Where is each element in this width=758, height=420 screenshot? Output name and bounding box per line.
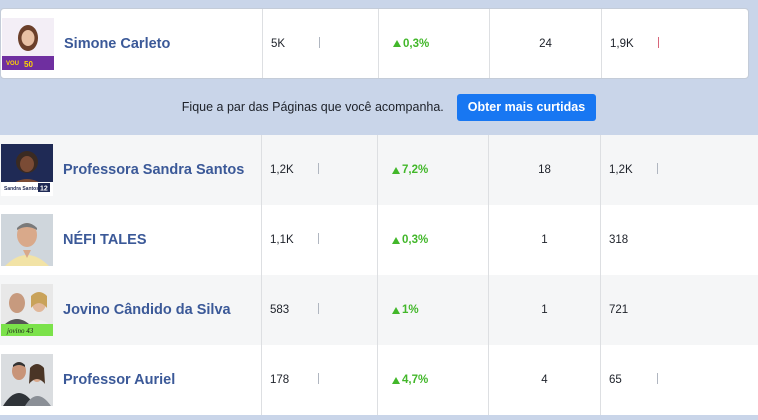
posts-value: 18 xyxy=(538,164,551,176)
engagement-value: 65 xyxy=(609,374,622,386)
growth-cell: 7,2% xyxy=(378,135,489,205)
page-name-link[interactable]: Professora Sandra Santos xyxy=(63,162,245,178)
growth-value: 0,3% xyxy=(392,234,428,246)
promo-banner: Fique a par das Páginas que você acompan… xyxy=(0,80,758,134)
total-likes-value: 178 xyxy=(270,374,290,386)
page-avatar[interactable] xyxy=(1,354,53,406)
page-name-cell: VOU 50 Simone Carleto xyxy=(1,9,263,78)
likes-sparkline xyxy=(319,36,320,48)
growth-percent: 0,3% xyxy=(403,37,430,50)
total-likes-cell: 178 xyxy=(262,345,378,415)
up-arrow-icon xyxy=(392,166,400,174)
up-arrow-icon xyxy=(393,40,401,47)
svg-text:Sandra Santos: Sandra Santos xyxy=(4,186,39,192)
svg-text:12: 12 xyxy=(40,186,48,193)
posts-cell: 1 xyxy=(489,275,601,345)
likes-sparkline xyxy=(318,303,319,314)
page-name-link[interactable]: NÉFI TALES xyxy=(63,232,147,248)
page-name-link[interactable]: Jovino Cândido da Silva xyxy=(63,302,231,318)
total-likes-value: 583 xyxy=(270,304,290,316)
engagement-sparkline xyxy=(658,36,659,48)
page-name-link[interactable]: Simone Carleto xyxy=(64,35,171,52)
page-avatar[interactable]: VOU 50 xyxy=(2,17,54,70)
engagement-cell: 1,2K xyxy=(601,135,758,205)
page-name-link[interactable]: Professor Auriel xyxy=(63,372,176,388)
up-arrow-icon xyxy=(392,306,400,314)
engagement-cell: 721 xyxy=(601,275,758,345)
svg-text:50: 50 xyxy=(24,60,33,69)
posts-cell: 4 xyxy=(489,345,601,415)
page-name-cell: jovino 43 Jovino Cândido da Silva xyxy=(0,275,262,345)
growth-value: 0,3% xyxy=(393,38,429,50)
likes-sparkline xyxy=(318,233,319,244)
total-likes-cell: 583 xyxy=(262,275,378,345)
up-arrow-icon xyxy=(392,376,400,384)
likes-sparkline xyxy=(318,163,319,174)
engagement-value: 721 xyxy=(609,304,629,316)
engagement-value: 1,9K xyxy=(610,37,634,50)
posts-value: 4 xyxy=(541,374,548,386)
page-name-cell: Professor Auriel xyxy=(0,345,262,415)
likes-sparkline xyxy=(318,373,319,384)
page-avatar[interactable]: Sandra Santos 12 xyxy=(1,144,53,196)
table-row: Professor Auriel 178 4,7% 4 65 xyxy=(0,345,758,415)
table-row: jovino 43 Jovino Cândido da Silva 583 1%… xyxy=(0,275,758,345)
engagement-cell: 1,9K xyxy=(602,9,748,78)
table-row: VOU 50 Simone Carleto 5K 0,3% 24 1,9K xyxy=(0,8,749,79)
growth-cell: 1% xyxy=(378,275,489,345)
total-likes-cell: 1,1K xyxy=(262,205,378,275)
growth-percent: 7,2% xyxy=(402,164,429,176)
growth-value: 7,2% xyxy=(392,164,428,176)
banner-text: Fique a par das Páginas que você acompan… xyxy=(181,100,444,114)
table-row: Sandra Santos 12 Professora Sandra Santo… xyxy=(0,135,758,205)
posts-value: 24 xyxy=(539,37,552,50)
total-likes-cell: 1,2K xyxy=(262,135,378,205)
posts-cell: 1 xyxy=(489,205,601,275)
growth-percent: 4,7% xyxy=(402,374,429,386)
total-likes-cell: 5K xyxy=(263,9,379,78)
page-name-cell: Sandra Santos 12 Professora Sandra Santo… xyxy=(0,135,262,205)
engagement-cell: 65 xyxy=(601,345,758,415)
total-likes-value: 5K xyxy=(271,37,286,50)
table-row: NÉFI TALES 1,1K 0,3% 1 318 xyxy=(0,205,758,275)
posts-cell: 18 xyxy=(489,135,601,205)
total-likes-value: 1,1K xyxy=(270,234,294,246)
engagement-cell: 318 xyxy=(601,205,758,275)
total-likes-value: 1,2K xyxy=(270,164,294,176)
posts-cell: 24 xyxy=(490,9,602,78)
page-name-cell: NÉFI TALES xyxy=(0,205,262,275)
get-more-likes-button[interactable]: Obter mais curtidas xyxy=(456,93,597,121)
svg-text:VOU: VOU xyxy=(6,61,19,67)
engagement-value: 1,2K xyxy=(609,164,633,176)
posts-value: 1 xyxy=(541,234,548,246)
page-avatar[interactable] xyxy=(1,214,53,266)
page-avatar[interactable]: jovino 43 xyxy=(1,284,53,336)
posts-value: 1 xyxy=(541,304,548,316)
engagement-sparkline xyxy=(657,163,658,174)
engagement-sparkline xyxy=(657,373,658,384)
growth-value: 4,7% xyxy=(392,374,428,386)
svg-text:jovino 43: jovino 43 xyxy=(6,327,34,335)
growth-cell: 0,3% xyxy=(378,205,489,275)
growth-cell: 0,3% xyxy=(379,9,490,78)
growth-percent: 1% xyxy=(402,304,419,316)
engagement-value: 318 xyxy=(609,234,629,246)
growth-percent: 0,3% xyxy=(402,234,429,246)
growth-value: 1% xyxy=(392,304,419,316)
growth-cell: 4,7% xyxy=(378,345,489,415)
up-arrow-icon xyxy=(392,236,400,244)
